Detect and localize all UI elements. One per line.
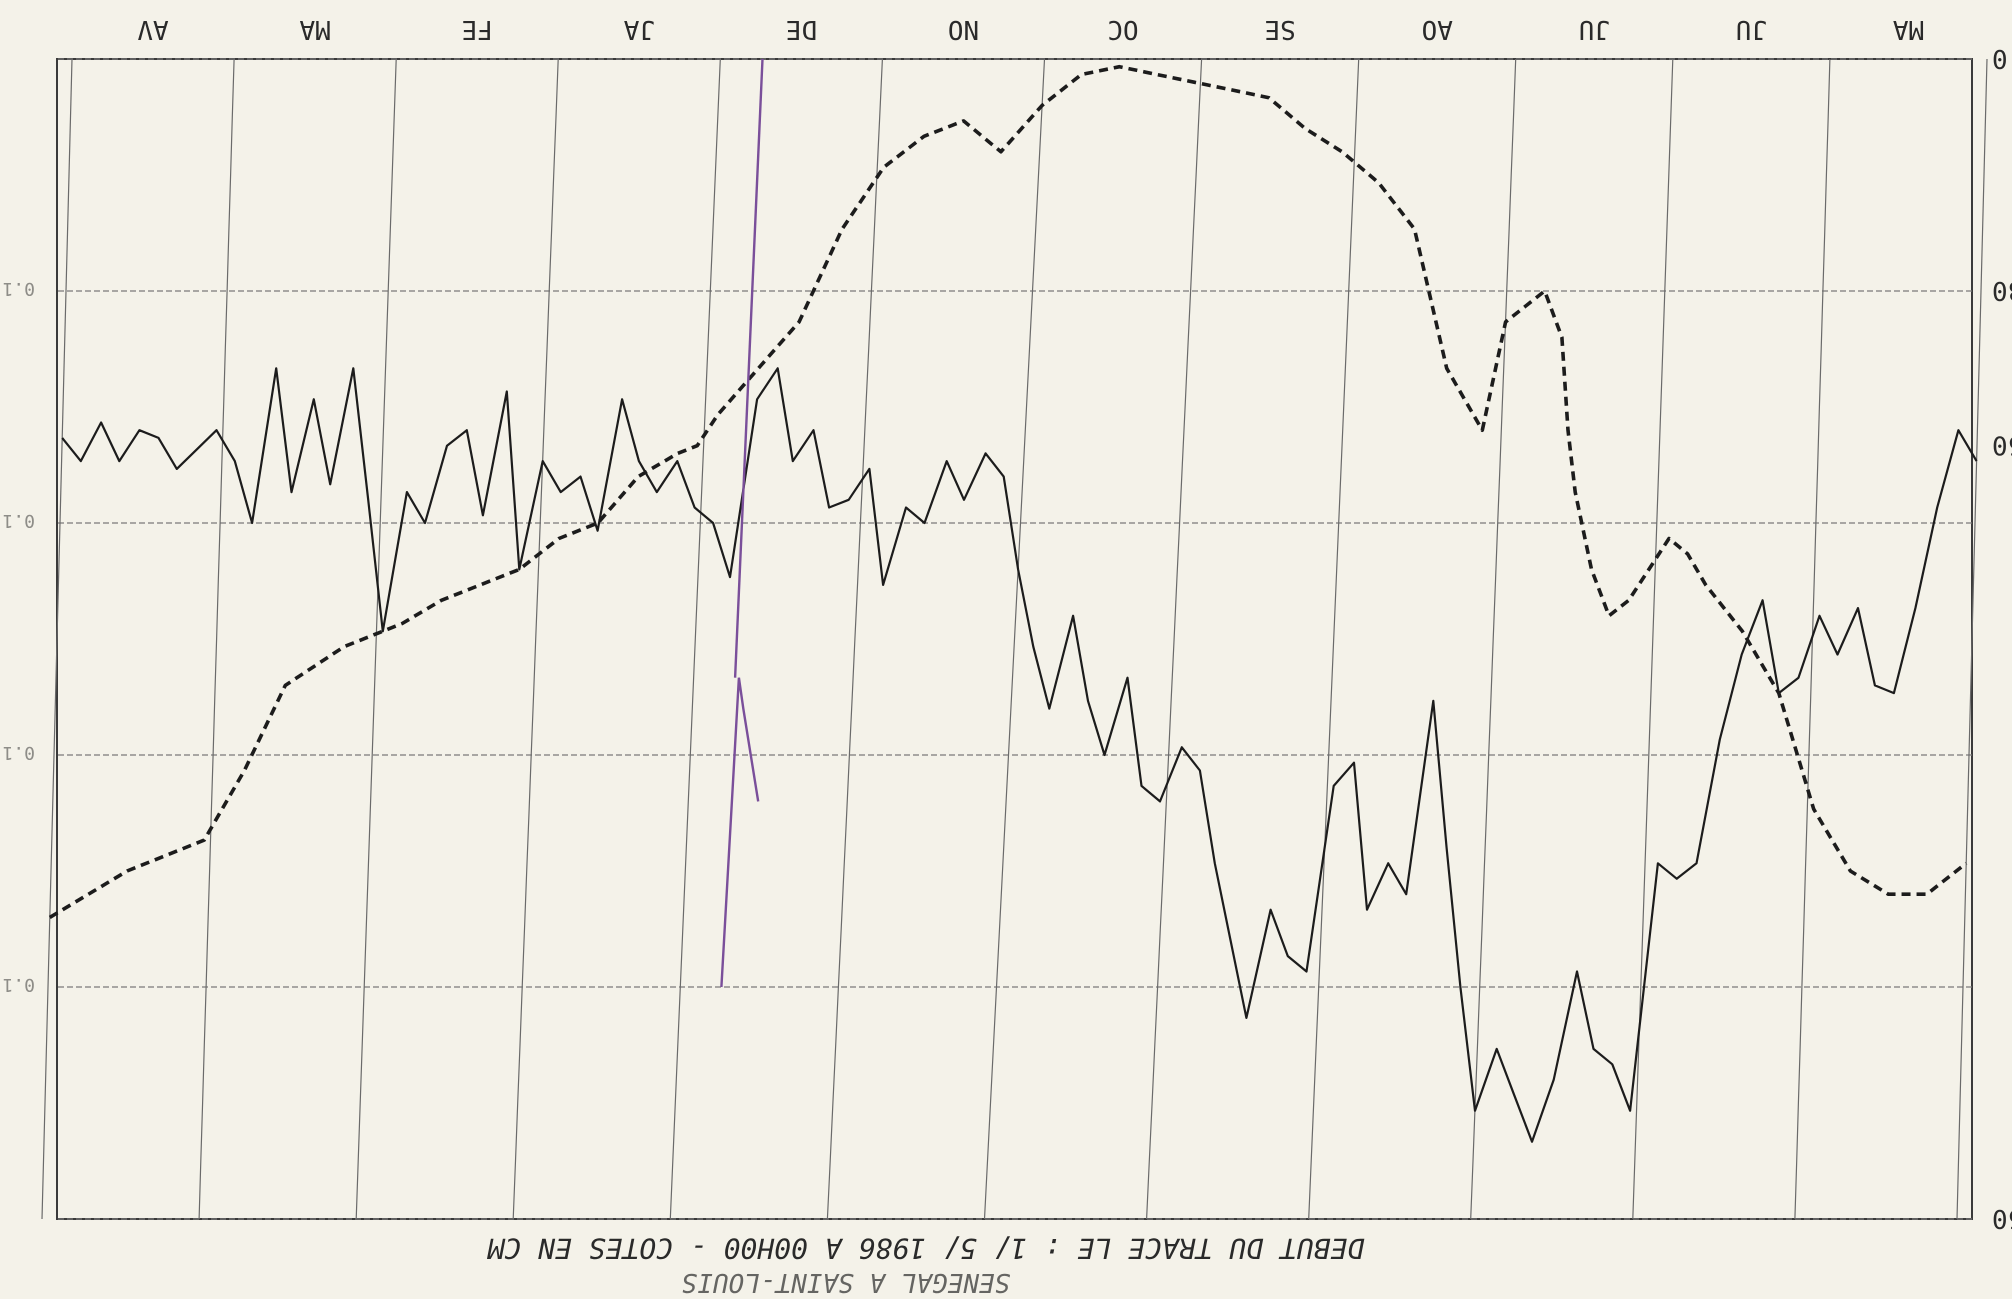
month-label: AV [137,14,168,44]
left-tick-label: 0.1 [2,278,35,299]
gridline-v-5 [826,58,883,1220]
pen-trace-vertical [733,58,764,678]
gridline-v-8 [1308,58,1360,1220]
month-label: DE [786,14,817,44]
y-tick-label: 150 [1992,1203,2012,1233]
gridline-v-0 [41,58,73,1220]
axis-labels: AV MA FE JA DE NO OC SE AO JU JU MA 0 30 50 150 0.1 0.1 0.… [2,14,2012,1297]
gridline-v-3 [512,58,559,1220]
chart-subtitle: SENEGAL A SAINT-LOUIS [682,1267,1011,1297]
y-tick-label: 0 [1992,43,2008,73]
gridline-v-4 [669,58,721,1220]
gridline-v-7 [1146,58,1203,1220]
y-tick-label: 30 [1992,275,2012,305]
gridline-v-6 [983,58,1046,1220]
grid [41,58,1988,1220]
month-label: NO [948,14,979,44]
month-label: OC [1107,14,1138,44]
month-label: AO [1422,14,1453,44]
month-label: JA [623,14,655,44]
month-label: JU [1736,14,1767,44]
gridline-v-2 [355,58,397,1220]
left-tick-label: 0.1 [2,510,35,531]
gridline-v-12 [1956,58,1988,1220]
y-tick-label: 50 [1992,430,2012,460]
month-label: SE [1264,14,1295,44]
chart-title: DEBUT DU TRACE LE : 1/ 5/ 1986 A 00H00 -… [487,1232,1366,1265]
gridline-v-1 [198,58,235,1220]
left-tick-label: 0.1 [2,974,35,995]
left-tick-label: 0.1 [2,742,35,763]
month-label: MA [299,14,331,44]
month-label: FE [462,14,493,44]
gridline-v-10 [1632,58,1674,1220]
gridline-v-9 [1470,58,1517,1220]
month-label: JU [1579,14,1610,44]
pen-trace-purple [720,677,760,988]
month-label: MA [1893,14,1925,44]
series-dashed-line [48,64,1968,919]
series-layer [48,58,1978,1143]
series-solid-line [61,367,1978,1143]
